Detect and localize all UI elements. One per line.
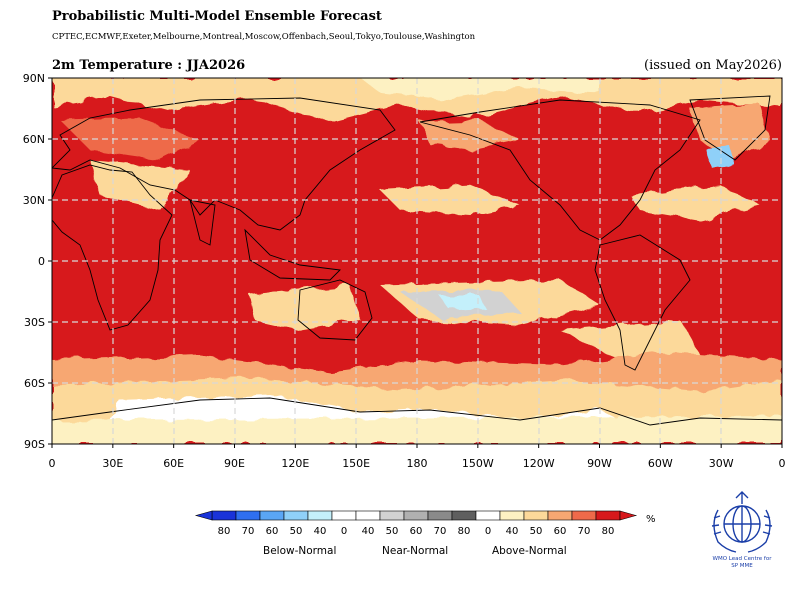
lon-label: 120E: [281, 457, 309, 470]
colorbar-number: 40: [313, 526, 327, 537]
colorbar-left-arrow: [194, 510, 213, 521]
colorbar-swatch: [427, 510, 453, 521]
colorbar-number: 50: [529, 526, 543, 537]
category-below-normal: Below-Normal: [263, 545, 337, 557]
colorbar-number: 40: [361, 526, 375, 537]
coastlines: [52, 95, 782, 426]
colorbar: [194, 510, 638, 521]
north-atlantic-pale: [630, 185, 760, 220]
colorbar-swatch: [355, 510, 381, 521]
colorbar-number: 50: [385, 526, 399, 537]
south-america-east-pale: [560, 320, 700, 360]
lon-label: 90W: [587, 457, 612, 470]
south-america-outline: [594, 234, 691, 371]
logo-caption-line2: SP MME: [731, 563, 753, 569]
panel-title: 2m Temperature : JJA2026: [52, 58, 246, 73]
lat-label: 30N: [23, 194, 45, 207]
south-pacific-white: [440, 296, 485, 310]
colorbar-swatch: [211, 510, 237, 521]
arctic-pale: [360, 78, 600, 100]
europe-asia-outline: [52, 97, 396, 231]
colorbar-number: 40: [505, 526, 519, 537]
lat-label: 60S: [24, 377, 45, 390]
colorbar-swatch: [499, 510, 525, 521]
lat-label: 30S: [24, 316, 45, 329]
colorbar-swatch: [259, 510, 285, 521]
north-america-outline: [419, 99, 701, 241]
colorbar-number: 70: [241, 526, 255, 537]
colorbar-number: 0: [340, 526, 348, 537]
lon-label: 0: [49, 457, 56, 470]
gridlines: [52, 78, 782, 444]
colorbar-swatch: [403, 510, 429, 521]
colorbar-number: 0: [484, 526, 492, 537]
lon-label: 150W: [462, 457, 494, 470]
greenland-outline: [689, 95, 771, 161]
greenland-area: [690, 104, 770, 160]
greenland-cool: [705, 146, 735, 168]
south-indian-pale: [250, 285, 360, 330]
colorbar-number: 60: [409, 526, 423, 537]
category-above-normal: Above-Normal: [492, 545, 567, 557]
lon-label: 0: [779, 457, 786, 470]
logo-caption: WMO Lead Centre for SP MME: [692, 556, 792, 570]
category-near-normal: Near-Normal: [382, 545, 449, 557]
latitude-axis: 90N 60N 30N 0 30S 60S 90S: [23, 72, 52, 451]
lon-label: 30E: [102, 457, 123, 470]
colorbar-right-arrow: [619, 510, 638, 521]
australia-outline: [297, 279, 373, 341]
colorbar-number: 80: [601, 526, 615, 537]
colorbar-number: 80: [457, 526, 471, 537]
antarctica-outline: [52, 397, 782, 426]
longitude-axis: 0 30E 60E 90E 120E 150E 180 150W 120W 90W 60W 30W 0: [49, 444, 786, 470]
colorbar-unit: %: [646, 514, 656, 525]
colorbar-swatch: [331, 510, 357, 521]
logo-caption-line1: WMO Lead Centre for: [712, 556, 772, 562]
colorbar-number: 80: [217, 526, 231, 537]
colorbar-number: 60: [553, 526, 567, 537]
colorbar-swatch: [451, 510, 477, 521]
colorbar-swatch: [235, 510, 261, 521]
siberia-warm: [60, 118, 200, 160]
model-list: CPTEC,ECMWF,Exeter,Melbourne,Montreal,Mo…: [52, 32, 476, 42]
colorbar-swatch: [475, 510, 501, 521]
colorbar-swatch: [283, 510, 309, 521]
colorbar-number: 60: [265, 526, 279, 537]
colorbar-number: 50: [289, 526, 303, 537]
chart-title: Probabilistic Multi-Model Ensemble Forec…: [52, 9, 382, 24]
colorbar-swatch: [547, 510, 573, 521]
lat-label: 60N: [23, 133, 45, 146]
africa-sahara-warm: [90, 160, 190, 210]
lat-label: 0: [38, 255, 45, 268]
lat-label: 90N: [23, 72, 45, 85]
issued-date: (issued on May2026): [644, 58, 782, 73]
lon-label: 150E: [342, 457, 370, 470]
colorbar-swatch: [571, 510, 597, 521]
wmo-logo-icon: [711, 491, 773, 553]
north-pacific-pale: [380, 185, 520, 215]
lon-label: 60W: [648, 457, 673, 470]
africa-outline: [52, 164, 173, 331]
colorbar-number: 70: [433, 526, 447, 537]
colorbar-swatch: [595, 510, 621, 521]
lon-label: 60E: [163, 457, 184, 470]
colorbar-swatch: [379, 510, 405, 521]
colorbar-number: 70: [577, 526, 591, 537]
lat-label: 90S: [24, 438, 45, 451]
lon-label: 30W: [709, 457, 734, 470]
southeast-asia-outline: [244, 228, 341, 281]
india-outline: [189, 199, 216, 246]
lon-label: 180: [407, 457, 428, 470]
colorbar-swatch: [307, 510, 333, 521]
lon-label: 120W: [523, 457, 555, 470]
colorbar-swatch: [523, 510, 549, 521]
lon-label: 90E: [224, 457, 245, 470]
